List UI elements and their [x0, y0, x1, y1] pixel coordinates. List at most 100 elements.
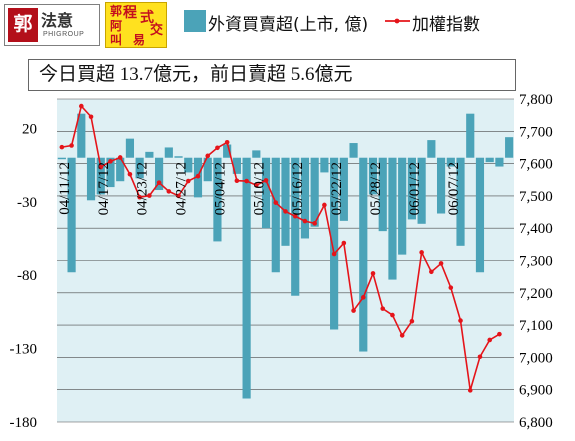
left-tick-label: -130	[10, 342, 38, 358]
bar	[339, 157, 348, 221]
bar	[125, 138, 135, 158]
bar	[135, 157, 144, 179]
index-point	[292, 213, 298, 219]
legend-bar-label: 外資買賣超(上市, 億)	[208, 15, 369, 35]
index-point	[429, 269, 434, 275]
bar	[388, 157, 397, 280]
legend-swatches	[184, 10, 410, 32]
index-point	[156, 180, 162, 185]
right-tick-label: 7,500	[519, 189, 553, 205]
left-tick-label: -180	[10, 415, 38, 431]
index-point	[341, 240, 347, 246]
bar	[398, 157, 407, 255]
bar	[330, 157, 339, 330]
bar	[368, 157, 378, 195]
x-tick-label: 05/10/12	[251, 162, 267, 215]
bar	[407, 157, 416, 220]
bar	[174, 156, 183, 158]
index-point	[360, 295, 366, 300]
index-point	[380, 306, 386, 311]
bar	[495, 157, 504, 167]
x-tick-label: 05/28/12	[368, 162, 384, 215]
bar	[57, 157, 66, 160]
bar	[252, 150, 261, 158]
phigroup-logo: 郭 法意 PHIGROUP	[4, 4, 100, 46]
index-point	[351, 308, 356, 313]
left-axis-labels: 20 -30 -80 -130 -180	[10, 121, 38, 431]
right-tick-label: 7,300	[519, 254, 553, 270]
right-tick-label: 7,400	[519, 221, 553, 237]
index-point	[88, 114, 94, 120]
bar-series	[57, 113, 514, 399]
index-point	[137, 194, 142, 200]
index-point	[185, 178, 191, 184]
bar	[271, 157, 280, 273]
bar	[116, 157, 125, 182]
legend-bar-swatch	[184, 10, 206, 32]
bar	[96, 157, 105, 195]
index-point	[127, 171, 133, 177]
bar	[77, 113, 86, 158]
bar	[86, 157, 96, 201]
bar	[310, 157, 319, 227]
bar	[300, 157, 310, 239]
bar	[232, 157, 241, 174]
index-point	[477, 354, 483, 360]
x-tick-label: 06/01/12	[407, 162, 423, 215]
logo-name: 法意	[41, 11, 74, 30]
right-tick-label: 7,200	[519, 286, 553, 302]
index-line-series	[59, 103, 502, 393]
bar	[213, 157, 222, 242]
bar	[184, 157, 193, 173]
x-tick-label: 05/04/12	[212, 162, 228, 215]
bar	[505, 137, 514, 158]
index-point	[283, 209, 288, 214]
bar	[67, 157, 76, 273]
index-point	[458, 318, 463, 323]
index-point	[448, 285, 454, 290]
index-point	[166, 189, 172, 194]
logo-english: PHIGROUP	[43, 31, 85, 38]
index-point	[263, 178, 269, 183]
index-point	[79, 103, 84, 109]
index-point	[176, 193, 181, 199]
bar	[155, 157, 164, 191]
bar	[203, 157, 212, 182]
bar	[485, 157, 494, 163]
bar	[378, 157, 387, 232]
index-point	[419, 250, 424, 255]
legend-line-marker	[394, 18, 400, 24]
index-point	[467, 388, 473, 393]
program-trading-logo: 郭 程 式 阿 交 叫 易	[105, 2, 167, 48]
bar	[466, 113, 475, 158]
index-point	[370, 271, 376, 276]
index-line	[61, 104, 500, 391]
index-point	[234, 178, 240, 184]
bar	[475, 157, 485, 273]
index-point	[322, 202, 327, 208]
bar	[456, 157, 465, 246]
x-tick-labels: 04/11/12 04/17/12 04/23/12 04/27/12 05/04/12…	[57, 162, 462, 215]
index-point	[117, 155, 123, 160]
bar	[281, 157, 290, 246]
bar	[436, 157, 446, 214]
right-tick-label: 6,900	[519, 383, 553, 399]
right-tick-label: 7,800	[519, 92, 553, 108]
bar	[417, 157, 426, 224]
right-tick-label: 7,600	[519, 157, 553, 173]
index-point	[409, 318, 415, 324]
bar	[291, 157, 300, 296]
index-point	[331, 251, 337, 257]
logo2-char: 程	[123, 5, 137, 21]
right-tick-label: 7,000	[519, 350, 553, 366]
index-point	[69, 143, 74, 148]
bar	[427, 140, 436, 158]
bar	[242, 157, 251, 399]
left-tick-label: -80	[17, 268, 37, 284]
left-tick-label: 20	[22, 121, 37, 137]
index-point	[224, 139, 230, 145]
right-tick-label: 7,100	[519, 318, 553, 334]
right-axis-labels: 7,800 7,700 7,600 7,500 7,400 7,300 7,200 7,100…	[519, 92, 553, 431]
logo2-char: 交	[150, 23, 164, 38]
